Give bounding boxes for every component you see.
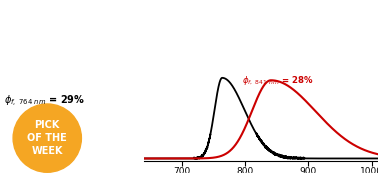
Text: $\phi_{f,\ 841\ nm}$ = 28%: $\phi_{f,\ 841\ nm}$ = 28% [242, 74, 314, 87]
Text: $\phi_{f,\ 764\ nm}$ = 29%: $\phi_{f,\ 764\ nm}$ = 29% [4, 94, 85, 109]
Text: PICK
OF THE
WEEK: PICK OF THE WEEK [27, 120, 67, 156]
Circle shape [13, 104, 81, 172]
